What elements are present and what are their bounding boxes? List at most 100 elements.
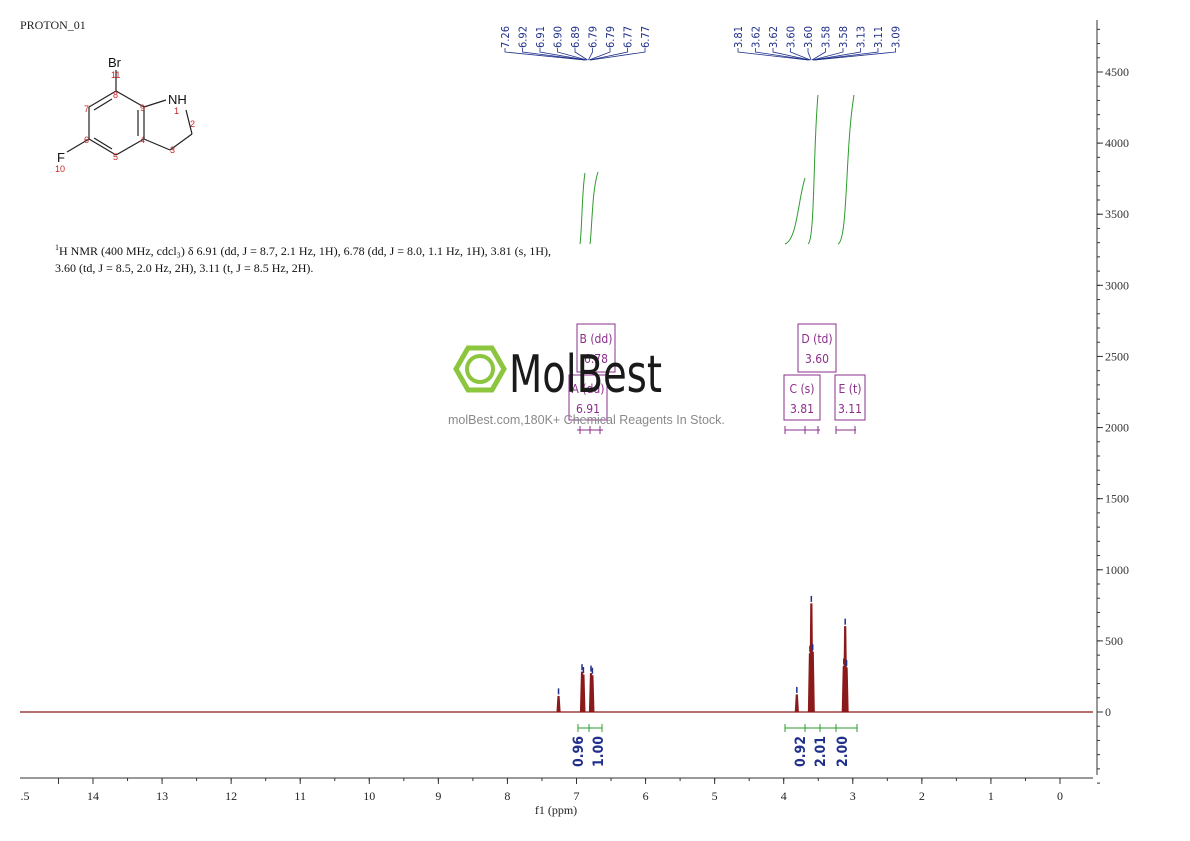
nmr-line1-text: H NMR (400 MHz, cdcl₃) δ 6.91 (dd, J = 8… <box>59 244 551 258</box>
y-tick-label: 3000 <box>1105 278 1129 292</box>
x-tick-label: 9 <box>435 789 441 803</box>
x-tick-label: 5 <box>712 789 718 803</box>
peak-label: 6.90 <box>552 26 565 48</box>
peak-label: 6.92 <box>517 26 530 48</box>
peak-label: 3.58 <box>837 26 850 48</box>
y-tick-label: 3500 <box>1105 207 1129 221</box>
benzene-logo-icon <box>453 345 507 393</box>
peak-label: 3.60 <box>785 26 798 48</box>
spectrum-peak <box>794 694 799 713</box>
y-tick-label: 4000 <box>1105 136 1129 150</box>
svg-text:8: 8 <box>113 90 118 100</box>
svg-text:3: 3 <box>170 145 175 155</box>
integral-curve-b <box>589 171 599 245</box>
peak-label: 3.62 <box>767 26 780 48</box>
x-tick-label: 0 <box>1057 789 1063 803</box>
svg-text:11: 11 <box>111 70 120 80</box>
nmr-description-line2: 3.60 (td, J = 8.5, 2.0 Hz, 2H), 3.11 (t,… <box>55 261 314 275</box>
spectrum-peak <box>590 675 595 713</box>
peak-label-leader <box>755 48 809 61</box>
svg-text:5: 5 <box>113 152 118 162</box>
watermark-brand: MolBest <box>509 345 662 400</box>
integral-curve-e <box>837 94 855 245</box>
nmr-description: 1H NMR (400 MHz, cdcl₃) δ 6.91 (dd, J = … <box>55 243 655 277</box>
multiplet-shift: 3.11 <box>838 402 862 416</box>
peak-label-leader <box>811 48 826 61</box>
multiplet-label: B (dd) <box>580 332 613 346</box>
x-tick-label: 14 <box>87 789 99 803</box>
peak-label: 6.89 <box>569 26 582 48</box>
peak-label-leader <box>557 48 587 61</box>
watermark-subtitle: molBest.com,180K+ Chemical Reagents In S… <box>448 413 725 427</box>
peak-label: 6.79 <box>587 26 600 48</box>
integral-values: 0.96 1.00 0.92 2.01 2.00 <box>571 736 851 767</box>
multiplet-shift: 6.78 <box>584 352 608 366</box>
multiplet-annotations: B (dd) 6.78 A (dd) 6.91 D (td) 3.60 C (s… <box>568 323 866 434</box>
multiplet-box-c: C (s) 3.81 <box>783 374 821 421</box>
multiplet-box-a: A (dd) 6.91 <box>568 374 608 421</box>
peak-label-leader <box>589 48 628 61</box>
y-tick-label: 0 <box>1105 705 1111 719</box>
atom-nh: NH <box>168 92 187 107</box>
peak-label-leader <box>589 48 611 61</box>
integral-value: 0.92 <box>793 736 809 767</box>
peak-label: 6.77 <box>639 26 652 48</box>
svg-text:4: 4 <box>140 135 145 145</box>
x-tick-label: .5 <box>21 789 30 803</box>
x-tick-label: 12 <box>225 789 237 803</box>
x-tick-label: 4 <box>781 789 787 803</box>
nmr-description-line1: 1H NMR (400 MHz, cdcl₃) δ 6.91 (dd, J = … <box>55 243 655 260</box>
peak-label-leader <box>539 48 587 61</box>
peak-label: 3.81 <box>732 26 745 48</box>
svg-text:9: 9 <box>140 103 145 113</box>
svg-text:7: 7 <box>84 104 89 114</box>
multiplet-label: D (td) <box>801 332 832 346</box>
peak-label-leader <box>772 48 810 61</box>
spectrum-peak <box>844 667 849 713</box>
integral-value: 2.01 <box>813 736 829 767</box>
peak-label: 3.13 <box>855 26 868 48</box>
spectrum-peaks <box>556 595 849 713</box>
peak-label: 3.60 <box>802 26 815 48</box>
peak-label-leader <box>522 48 586 61</box>
x-tick-label: 8 <box>504 789 510 803</box>
peak-label-leader <box>813 48 861 61</box>
structure-atom-numbers: 11 7 8 9 1 2 6 4 3 5 10 <box>55 70 195 174</box>
x-tick-label: 1 <box>988 789 994 803</box>
peak-label-leader <box>574 48 588 61</box>
svg-text:10: 10 <box>55 164 65 174</box>
peak-label-leader <box>504 48 585 61</box>
spectrum-peak <box>810 651 815 713</box>
peak-label: 7.26 <box>499 26 512 48</box>
x-tick-label: 3 <box>850 789 856 803</box>
peak-label-leader <box>737 48 809 61</box>
multiplet-box-b: B (dd) 6.78 <box>576 323 616 373</box>
peak-label: 3.09 <box>890 26 903 48</box>
atom-br: Br <box>108 55 122 70</box>
y-axis-ticks: 4500 4000 3500 3000 2500 2000 1500 1000 500 0 <box>1097 28 1129 784</box>
peak-label-leader <box>807 48 812 61</box>
peak-label-fan: 7.26 6.92 6.91 6.90 6.89 6.79 6.79 6.77 6.77 3.81… <box>499 26 903 61</box>
integral-curve-a <box>579 172 586 245</box>
peak-label: 6.79 <box>604 26 617 48</box>
y-tick-label: 1000 <box>1105 563 1129 577</box>
multiplet-label: C (s) <box>789 382 814 396</box>
peak-label: 3.58 <box>820 26 833 48</box>
integral-curve-c <box>784 177 806 245</box>
multiplet-label: E (t) <box>839 382 862 396</box>
svg-text:6: 6 <box>84 135 89 145</box>
peak-label-leader <box>588 48 593 61</box>
x-tick-label: 7 <box>574 789 580 803</box>
integral-value: 0.96 <box>571 736 587 767</box>
atom-f: F <box>57 150 65 165</box>
multiplet-shift: 3.60 <box>805 352 829 366</box>
benzene-ring-icon <box>465 354 495 384</box>
svg-text:2: 2 <box>190 119 195 129</box>
experiment-name: PROTON_01 <box>20 18 86 32</box>
peak-label-leader <box>790 48 811 61</box>
nucleus-superscript: 1 <box>55 243 59 252</box>
x-tick-label: 13 <box>156 789 168 803</box>
multiplet-label: A (dd) <box>572 382 605 396</box>
x-tick-label: 10 <box>363 789 375 803</box>
